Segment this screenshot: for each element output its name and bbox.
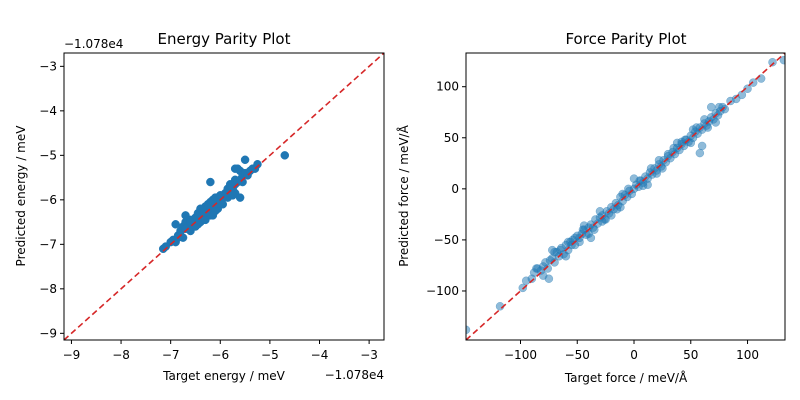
energy-data-point: [230, 164, 240, 173]
energy-identity-line: [64, 53, 384, 340]
force-plot-title: Force Parity Plot: [565, 30, 686, 48]
energy-x-offset-label: −1.078e4: [325, 368, 384, 382]
energy-axis-ticks: −9 −8 −7 −6 −5 −4 −3 −9 −8 −7 −6 −5 −4 −3: [39, 59, 378, 362]
energy-x-axis-label: Target energy / meV: [162, 369, 285, 383]
energy-y-axis-label: Predicted energy / meV: [14, 125, 28, 267]
energy-x-tick-label: −7: [162, 348, 180, 362]
energy-data-point: [280, 151, 290, 160]
force-data-point: [703, 123, 713, 132]
force-data-point: [700, 115, 709, 124]
energy-x-tick-label: −5: [261, 348, 279, 362]
energy-x-tick-label: −4: [311, 348, 329, 362]
force-data-point: [579, 221, 589, 230]
energy-data-point: [235, 193, 245, 202]
force-y-axis-label: Predicted force / meV/Å: [396, 124, 411, 266]
energy-data-point: [253, 159, 262, 169]
force-data-point: [643, 180, 652, 189]
force-data-point: [743, 84, 752, 93]
force-data-point: [779, 55, 785, 65]
force-y-tick-label: 50: [444, 131, 459, 145]
force-data-point: [616, 202, 625, 212]
force-data-point: [563, 237, 573, 247]
energy-data-point: [225, 180, 235, 189]
force-data-point: [706, 102, 716, 112]
force-data-point: [618, 189, 627, 199]
energy-data-point: [208, 211, 218, 220]
energy-plot-area: [64, 53, 384, 340]
force-data-point: [543, 264, 552, 273]
force-data-point: [597, 217, 607, 226]
energy-data-point: [238, 177, 247, 187]
force-x-tick-label: −100: [504, 348, 537, 362]
force-axes-frame: [465, 52, 786, 341]
energy-y-tick-label: −4: [39, 104, 57, 118]
force-data-point: [550, 258, 559, 267]
force-data-point: [550, 247, 559, 257]
force-axis-ticks: −100 −50 0 50 100 −100 −50 0 50 100: [426, 80, 759, 362]
force-x-axis-label: Target force / meV/Å: [564, 370, 688, 385]
energy-data-point: [206, 177, 215, 187]
energy-data-point: [218, 200, 228, 209]
energy-y-tick-label: −3: [39, 59, 57, 73]
force-data-point: [688, 125, 698, 134]
energy-data-point: [201, 215, 210, 225]
force-x-tick-label: 0: [630, 348, 638, 362]
force-data-point: [654, 155, 664, 165]
energy-data-point: [228, 191, 237, 200]
force-data-point: [663, 149, 673, 159]
energy-x-tick-label: −6: [211, 348, 229, 362]
force-data-point: [686, 138, 696, 148]
energy-x-tick-label: −8: [112, 348, 130, 362]
energy-y-offset-label: −1.078e4: [64, 37, 123, 51]
force-data-point: [607, 211, 616, 220]
force-y-tick-label: 100: [436, 80, 459, 94]
energy-plot-title: Energy Parity Plot: [158, 30, 291, 48]
force-plot-area: [466, 53, 785, 340]
force-data-point: [586, 233, 596, 243]
energy-y-tick-label: −7: [39, 237, 57, 251]
energy-y-tick-label: −5: [39, 148, 57, 162]
force-data-point: [697, 141, 707, 151]
force-data-point: [532, 264, 541, 273]
energy-data-point: [181, 224, 190, 234]
energy-x-tick-label: −3: [360, 348, 378, 362]
force-data-point: [575, 237, 584, 247]
force-data-point: [646, 164, 656, 173]
force-data-point: [658, 164, 667, 173]
force-data-point: [561, 252, 571, 261]
force-data-point: [466, 325, 471, 335]
force-data-point: [624, 184, 633, 194]
force-x-tick-label: 50: [683, 348, 698, 362]
energy-x-tick-label: −9: [63, 348, 81, 362]
force-data-point: [677, 137, 686, 147]
force-y-tick-label: −50: [434, 233, 459, 247]
force-x-tick-label: 100: [736, 348, 759, 362]
force-data-point: [544, 274, 554, 283]
force-data-point: [652, 169, 661, 178]
force-data-point: [695, 148, 705, 158]
energy-axes-frame: [63, 52, 385, 341]
force-data-point: [711, 118, 720, 127]
force-y-tick-label: −100: [426, 284, 459, 298]
force-data-point: [768, 57, 777, 67]
energy-y-tick-label: −8: [39, 282, 57, 296]
force-y-tick-label: 0: [451, 182, 459, 196]
force-data-point: [595, 207, 605, 216]
force-parity-panel: Force Parity Plot Target force / meV/Å P…: [396, 30, 786, 385]
force-identity-line: [466, 53, 785, 340]
force-x-tick-label: −50: [565, 348, 590, 362]
energy-y-tick-label: −9: [39, 326, 57, 340]
energy-data-point: [171, 220, 180, 229]
force-data-point: [756, 74, 766, 83]
energy-data-point: [240, 155, 250, 165]
energy-parity-panel: Energy Parity Plot −1.078e4 −1.078e4 Tar…: [14, 30, 385, 383]
energy-y-tick-label: −6: [39, 193, 57, 207]
